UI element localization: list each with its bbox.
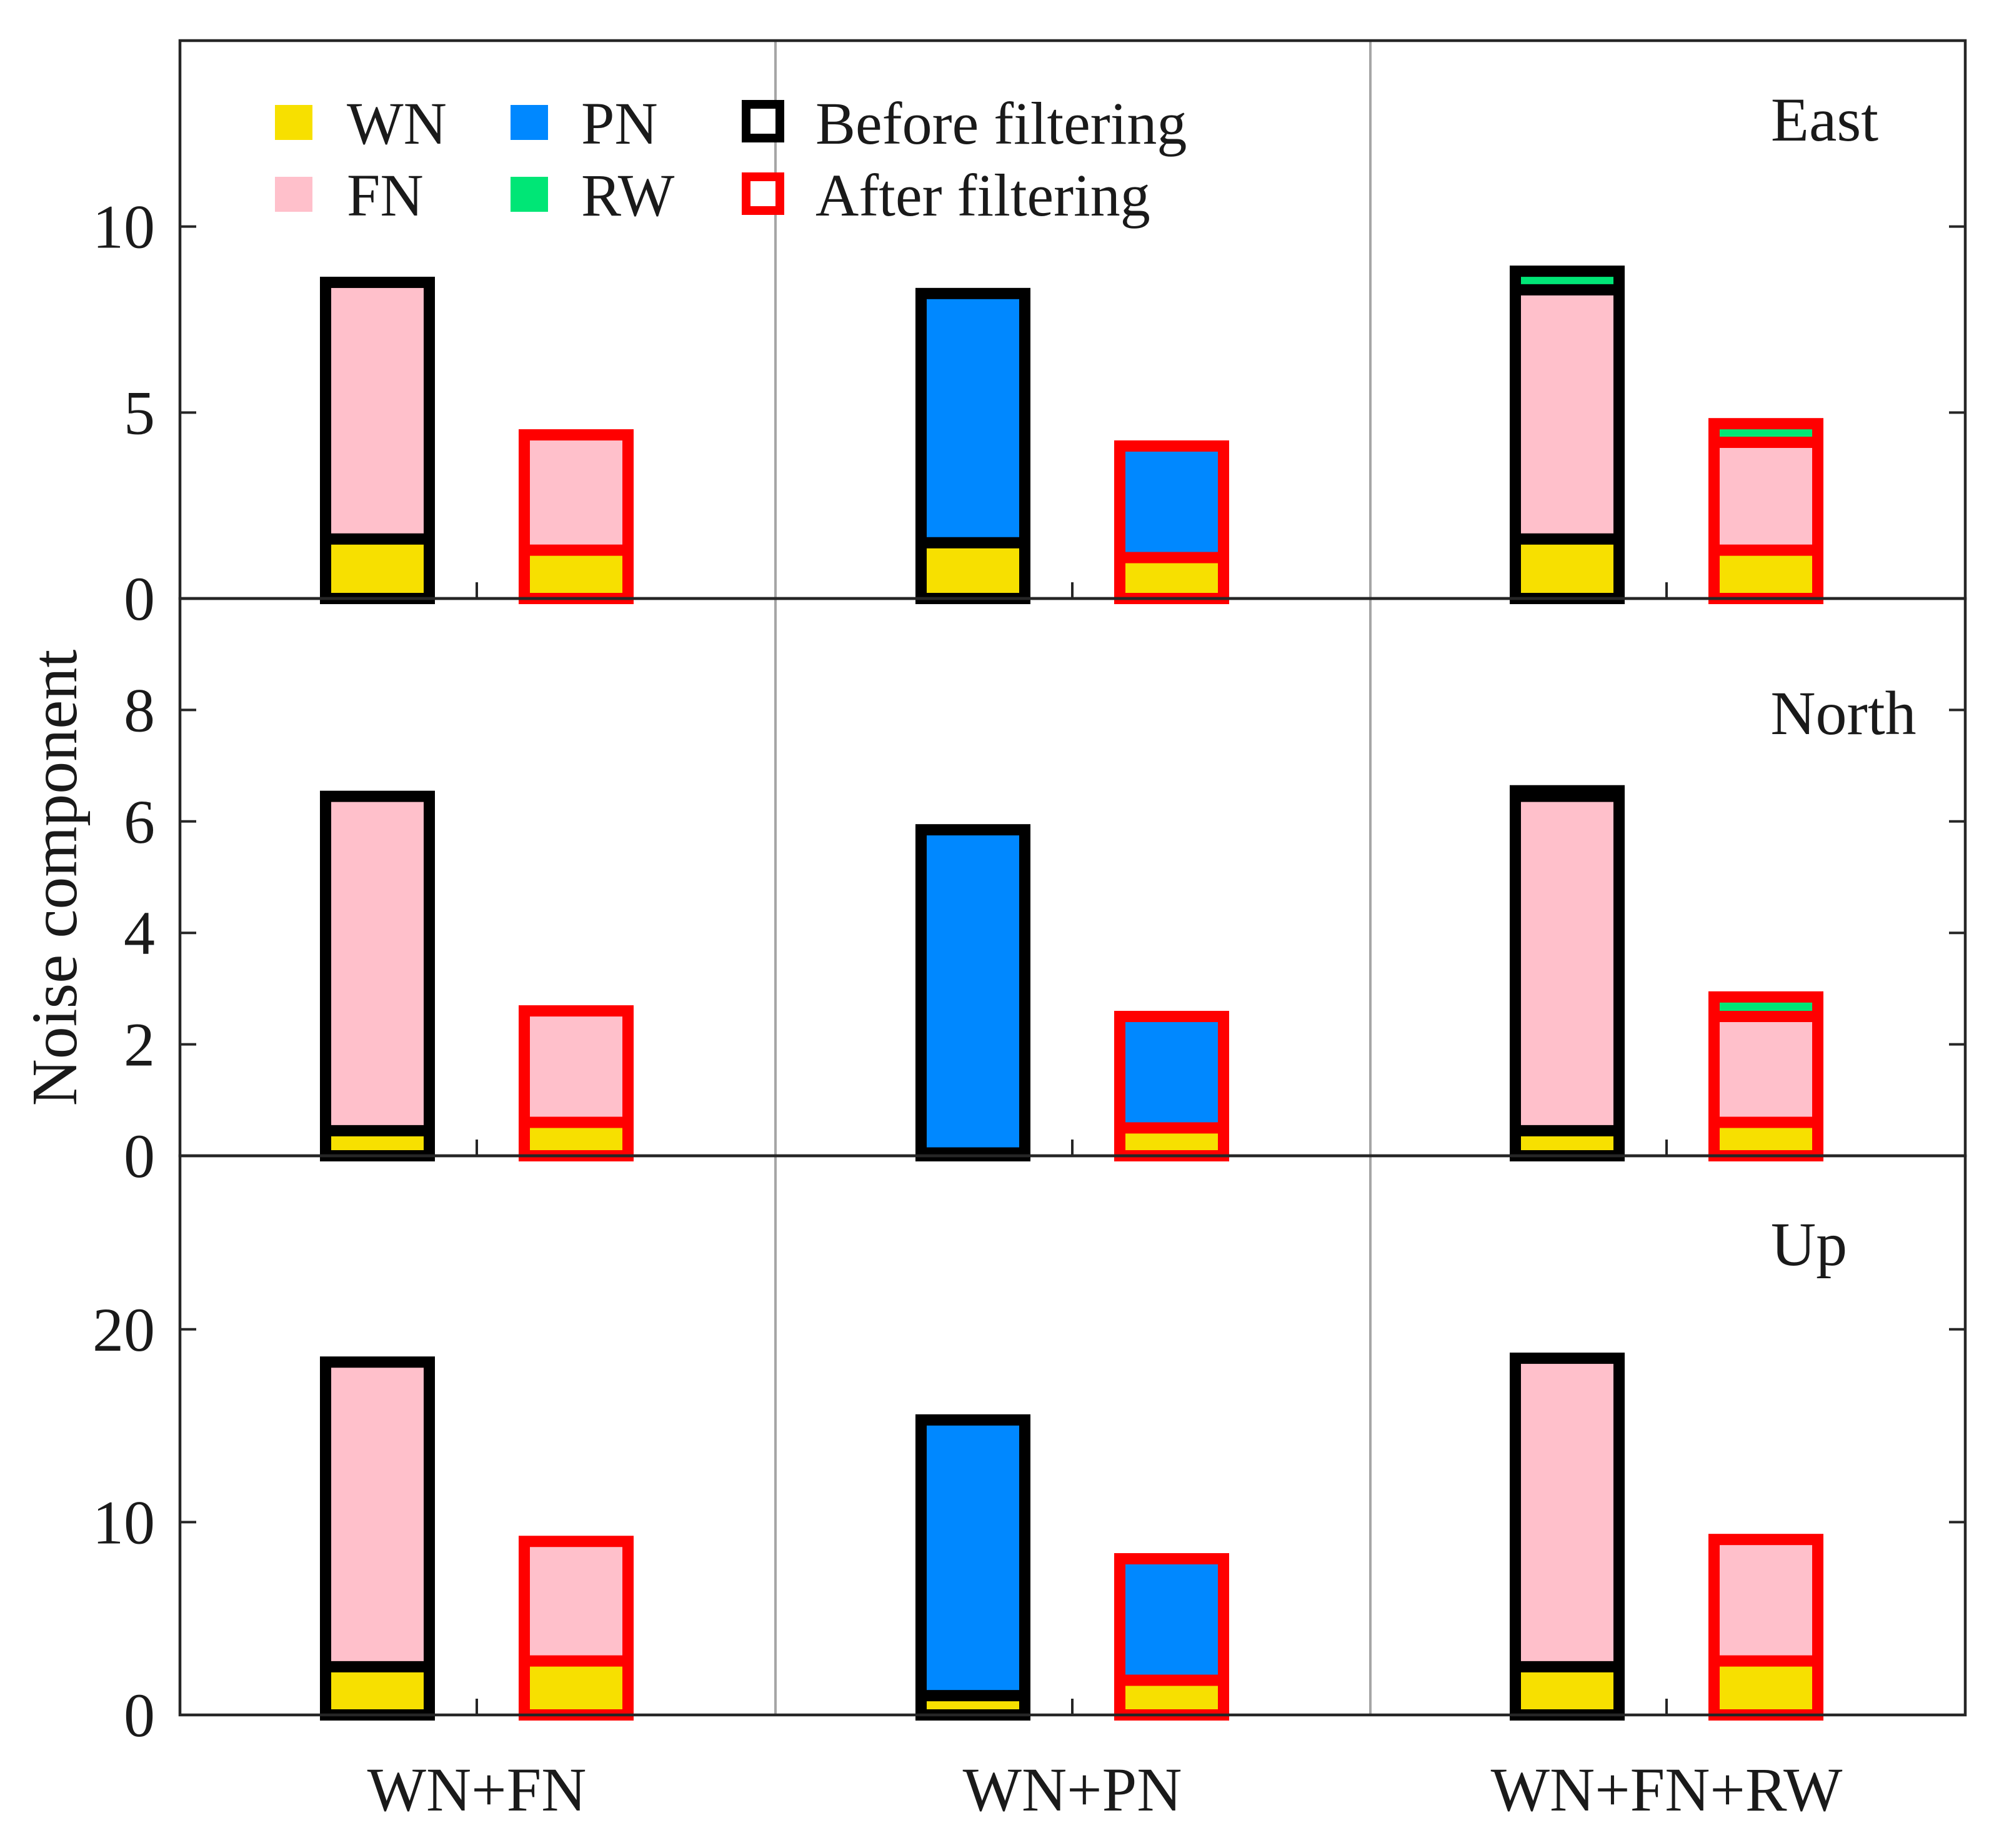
bar-segment-pn bbox=[921, 293, 1025, 543]
column-dividers bbox=[774, 41, 1372, 1715]
y-axis-label: Noise component bbox=[19, 650, 91, 1106]
x-category-label-wn-pn: WN+PN bbox=[963, 1755, 1182, 1824]
legend-swatch-before-filtering bbox=[742, 100, 784, 142]
bar-segment-wn bbox=[1515, 539, 1619, 599]
bar-group-up-wn-fn-rw-before-filtering bbox=[1510, 1353, 1625, 1721]
bar-group-east-wn-pn-after-filtering bbox=[1114, 440, 1229, 604]
bar-segment-wn bbox=[1714, 1661, 1818, 1715]
bar-segment-wn bbox=[1120, 1680, 1224, 1715]
bar-segment-fn bbox=[1515, 1358, 1619, 1667]
legend-label-wn: WN bbox=[347, 90, 447, 157]
bar-segment-wn bbox=[1120, 557, 1224, 599]
bar-segment-wn bbox=[1515, 1666, 1619, 1715]
bar-group-up-wn-fn-rw-after-filtering bbox=[1708, 1534, 1823, 1721]
bar-group-north-wn-fn-rw-after-filtering bbox=[1708, 991, 1823, 1162]
bar-segment-pn bbox=[921, 1419, 1025, 1696]
bar-group-north-wn-fn-before-filtering bbox=[320, 790, 435, 1162]
bar-segment-fn bbox=[326, 796, 429, 1131]
bar-group-north-wn-fn-after-filtering bbox=[519, 1005, 634, 1161]
bar-segment-pn bbox=[921, 830, 1025, 1153]
bar-group-north-wn-pn-after-filtering bbox=[1114, 1011, 1229, 1161]
bar-group-east-wn-pn-before-filtering bbox=[915, 287, 1030, 604]
bar-group-east-wn-fn-before-filtering bbox=[320, 276, 435, 604]
bar-segment-wn bbox=[326, 1666, 429, 1715]
bar-segment-pn bbox=[1120, 445, 1224, 558]
bar-segment-fn bbox=[326, 282, 429, 539]
y-tick-label-north: 6 bbox=[124, 787, 155, 857]
bar-segment-wn bbox=[921, 542, 1025, 599]
legend-swatch-rw bbox=[511, 177, 548, 212]
legend-swatch-pn bbox=[511, 105, 548, 140]
bar-segment-wn bbox=[524, 550, 628, 599]
legend-swatch-wn bbox=[275, 105, 312, 140]
panel-title-east: East bbox=[1771, 85, 1878, 154]
bar-group-east-wn-fn-rw-after-filtering bbox=[1708, 418, 1823, 605]
panel-title-north: North bbox=[1770, 678, 1916, 748]
legend-label-before-filtering: Before filtering bbox=[815, 90, 1187, 157]
y-tick-label-north: 0 bbox=[124, 1121, 155, 1191]
bar-group-up-wn-fn-after-filtering bbox=[519, 1536, 634, 1721]
legend-label-after-filtering: After filtering bbox=[815, 162, 1150, 229]
bar-segment-wn bbox=[1714, 550, 1818, 599]
panel-title-up: Up bbox=[1771, 1210, 1847, 1279]
legend-label-rw: RW bbox=[581, 162, 675, 229]
y-tick-label-east: 0 bbox=[124, 564, 155, 633]
bar-group-up-wn-pn-after-filtering bbox=[1114, 1553, 1229, 1721]
y-tick-label-east: 10 bbox=[92, 192, 155, 262]
y-tick-label-east: 5 bbox=[124, 378, 155, 447]
bar-group-east-wn-fn-rw-before-filtering bbox=[1510, 266, 1625, 604]
bar-group-up-wn-pn-before-filtering bbox=[915, 1414, 1030, 1721]
legend-label-pn: PN bbox=[581, 90, 658, 157]
bar-group-north-wn-fn-rw-before-filtering bbox=[1510, 785, 1625, 1161]
bar-segment-fn bbox=[1515, 796, 1619, 1131]
bar-group-up-wn-fn-before-filtering bbox=[320, 1356, 435, 1721]
y-tick-label-north: 8 bbox=[124, 675, 155, 745]
legend-swatch-after-filtering bbox=[742, 172, 784, 215]
bar-groups bbox=[320, 266, 1823, 1721]
x-category-label-wn-fn-rw: WN+FN+RW bbox=[1491, 1755, 1843, 1824]
legend-swatch-fn bbox=[275, 177, 312, 212]
bar-segment-fn bbox=[1515, 289, 1619, 539]
bar-segment-fn bbox=[1714, 1539, 1818, 1661]
y-tick-label-up: 0 bbox=[124, 1681, 155, 1750]
bar-segment-wn bbox=[524, 1661, 628, 1715]
y-tick-label-north: 2 bbox=[124, 1010, 155, 1080]
bar-segment-fn bbox=[524, 1541, 628, 1661]
legend: WN FN PN RW Before filtering After filte… bbox=[275, 90, 1187, 229]
y-tick-label-up: 20 bbox=[92, 1295, 155, 1364]
bar-segment-fn bbox=[524, 1011, 628, 1123]
bar-group-east-wn-fn-after-filtering bbox=[519, 429, 634, 604]
axis-text: Noise component WN+FN WN+PN WN+FN+RW Eas… bbox=[19, 85, 1917, 1824]
bar-segment-pn bbox=[1120, 1559, 1224, 1681]
bar-segment-fn bbox=[524, 435, 628, 550]
bar-group-north-wn-pn-before-filtering bbox=[915, 824, 1030, 1162]
legend-label-fn: FN bbox=[347, 162, 424, 229]
bar-segment-wn bbox=[326, 539, 429, 599]
y-tick-label-north: 4 bbox=[124, 898, 155, 968]
bar-segment-fn bbox=[1714, 442, 1818, 550]
x-category-label-wn-fn: WN+FN bbox=[367, 1755, 587, 1824]
bar-segment-fn bbox=[1714, 1016, 1818, 1123]
bar-segment-fn bbox=[326, 1362, 429, 1667]
axis-ticks bbox=[180, 225, 1965, 1716]
bar-segment-pn bbox=[1120, 1016, 1224, 1128]
y-tick-label-up: 10 bbox=[92, 1488, 155, 1557]
